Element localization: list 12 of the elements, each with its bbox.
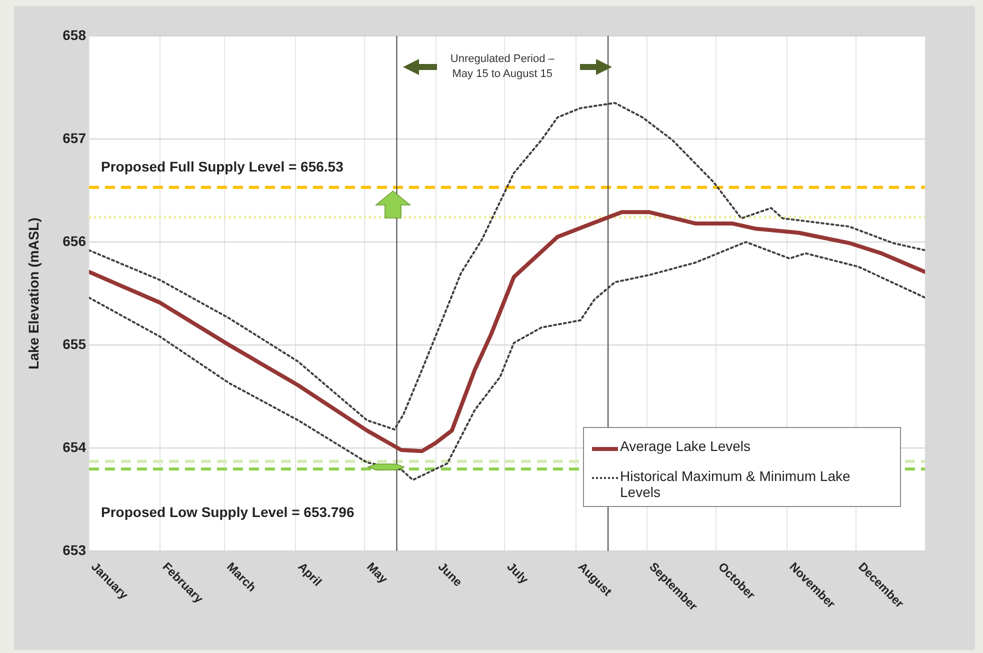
y-tick-label: 658	[62, 26, 86, 43]
y-tick-label: 655	[62, 336, 86, 352]
y-tick-label: 657	[62, 130, 86, 146]
annotation: Unregulated Period – May 15 to August 15	[449, 52, 556, 82]
y-tick-label: 656	[62, 232, 86, 249]
y-axis-title: Lake Elevation (mASL)	[25, 218, 42, 370]
y-tick-label: 654	[62, 438, 86, 455]
ref-line-label: Proposed Low Supply Level = 653.796	[101, 504, 354, 520]
y-tick-label: 653	[62, 542, 86, 558]
ref-line-label: Proposed Full Supply Level = 656.53	[101, 158, 344, 174]
legend-label: Historical Maximum & Minimum Lake Levels	[620, 468, 852, 500]
legend-label: Average Lake Levels	[620, 438, 750, 454]
